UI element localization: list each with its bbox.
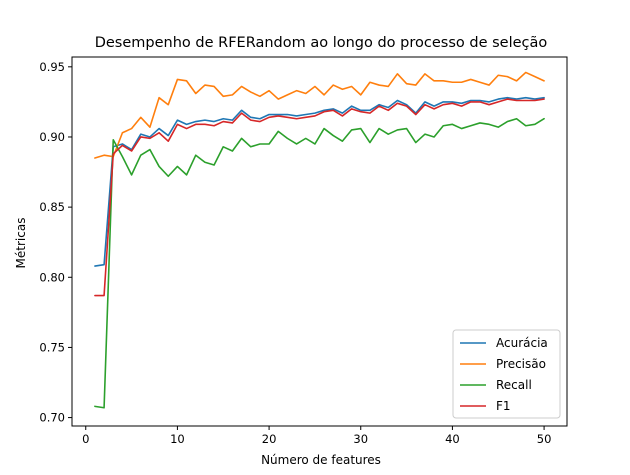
y-tick-label: 0.90 (39, 130, 65, 144)
legend-label: Precisão (496, 357, 546, 371)
x-axis-label: Número de features (261, 453, 381, 467)
legend-item: Recall (460, 378, 532, 392)
x-tick-label: 0 (82, 432, 89, 446)
legend: Acurácia Precisão Recall F1 (452, 329, 561, 419)
plot-frame (71, 56, 568, 427)
legend-label: Recall (496, 378, 532, 392)
y-axis: 0.70 0.75 0.80 0.85 0.90 0.95 (39, 60, 72, 425)
legend-item: F1 (460, 399, 511, 413)
x-tick-label: 10 (170, 432, 185, 446)
series-line-f1 (94, 98, 545, 297)
x-tick-label: 20 (262, 432, 277, 446)
legend-item: Precisão (460, 357, 546, 371)
plot-area (94, 71, 545, 409)
chart-title: Desempenho de RFERandom ao longo do proc… (95, 35, 548, 51)
legend-box (452, 329, 561, 419)
y-tick-label: 0.70 (39, 411, 65, 425)
y-axis-label: Métricas (14, 218, 28, 269)
series-line-recall (94, 117, 545, 409)
series-line-acuracia (94, 96, 545, 267)
x-tick-label: 40 (445, 432, 460, 446)
legend-item: Acurácia (460, 336, 548, 350)
x-axis: 0 10 20 30 40 50 (82, 426, 551, 446)
y-tick-label: 0.75 (39, 340, 65, 354)
y-tick-label: 0.80 (39, 270, 65, 284)
x-tick-label: 50 (537, 432, 552, 446)
legend-label: F1 (496, 399, 511, 413)
y-tick-label: 0.95 (39, 60, 65, 74)
x-tick-label: 30 (353, 432, 368, 446)
series-line-precisao (94, 71, 545, 159)
y-tick-label: 0.85 (39, 200, 65, 214)
legend-label: Acurácia (496, 336, 548, 350)
